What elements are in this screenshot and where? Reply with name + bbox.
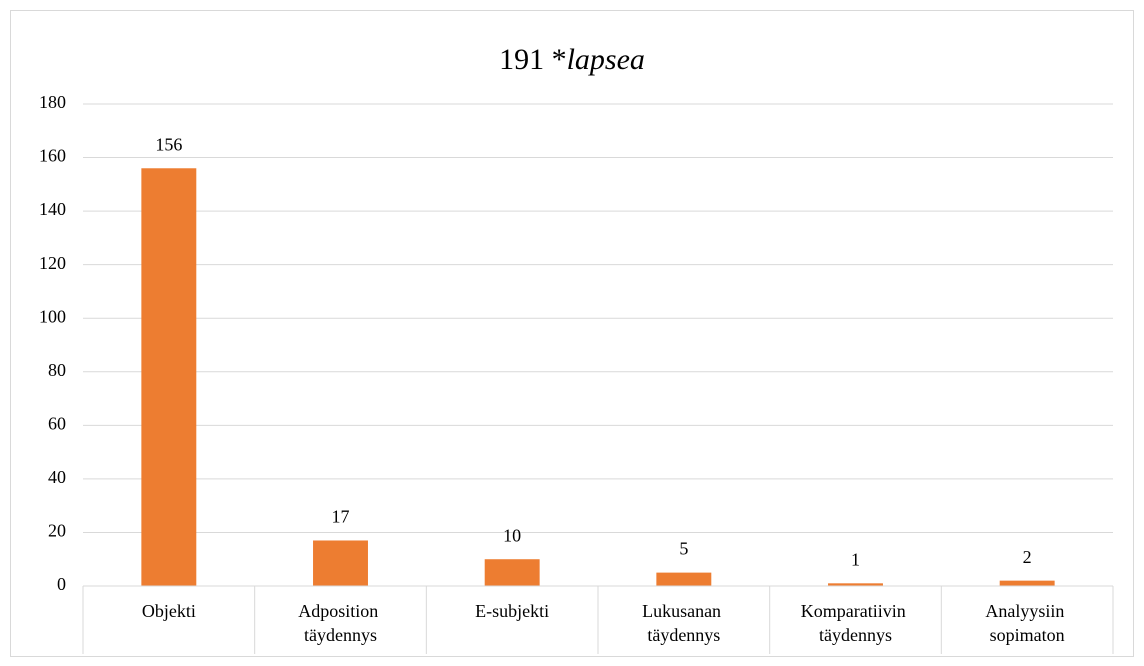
y-tick-label: 140 [39, 199, 66, 219]
y-tick-label: 80 [48, 360, 66, 380]
y-tick-label: 100 [39, 306, 66, 326]
bar [141, 168, 197, 586]
y-tick-label: 180 [39, 92, 66, 112]
data-label: 2 [1023, 547, 1032, 567]
x-tick-label: Lukusanan täydennys [642, 601, 725, 645]
y-tick-label: 40 [48, 467, 66, 487]
bar [656, 572, 712, 586]
data-label: 5 [679, 539, 688, 559]
y-tick-label: 0 [57, 574, 66, 594]
y-tick-label: 120 [39, 253, 66, 273]
x-tick-label: Analyysiin sopimaton [985, 601, 1069, 645]
data-label: 1 [851, 549, 860, 569]
bar [484, 559, 540, 586]
chart-title: 191 *lapsea [499, 43, 645, 76]
x-tick-label: E-subjekti [475, 601, 549, 621]
x-tick-label: Adposition täydennys [298, 601, 383, 645]
x-tick-label: Objekti [142, 601, 196, 621]
bar [313, 540, 368, 586]
bar [828, 583, 883, 586]
y-tick-label: 160 [39, 146, 66, 166]
y-tick-label: 20 [48, 521, 66, 541]
data-label: 10 [503, 525, 521, 545]
y-tick-label: 60 [48, 413, 66, 433]
data-label: 156 [155, 134, 182, 154]
bar [999, 580, 1055, 586]
x-tick-label: Komparatiivin täydennys [801, 601, 910, 645]
chart-border [10, 10, 1134, 657]
data-label: 17 [332, 507, 350, 527]
